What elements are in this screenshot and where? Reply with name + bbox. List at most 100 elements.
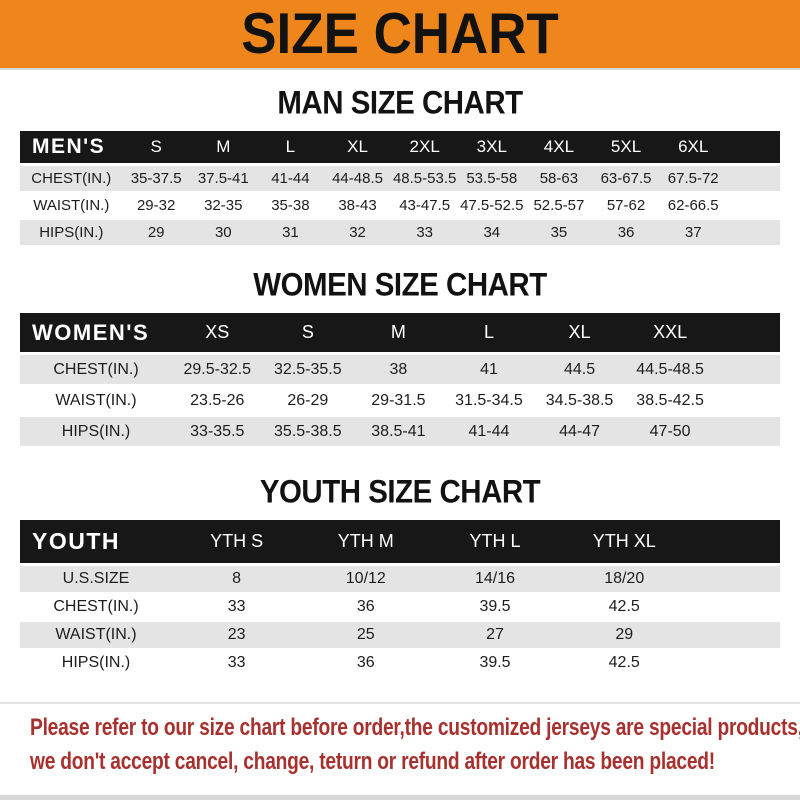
- size-value-cell: 37.5-41: [189, 166, 257, 193]
- size-value-cell: 42.5: [559, 594, 689, 622]
- row-label: U.S.SIZE: [20, 566, 172, 594]
- size-value-cell: 52.5-57: [525, 193, 593, 220]
- size-column-header: 5XL: [592, 131, 660, 166]
- size-value-cell: 26-29: [262, 386, 354, 417]
- size-value-cell: 23.5-26: [172, 386, 263, 417]
- size-value-cell: 38: [353, 355, 444, 386]
- size-value-cell: 43-47.5: [391, 193, 459, 220]
- size-chart-sections: MAN SIZE CHART MEN'S S M L XL 2XL 3XL 4XL 5XL 6XL…: [0, 84, 800, 678]
- size-value-cell: 8: [172, 566, 302, 594]
- size-value-cell: 33-35.5: [172, 417, 263, 448]
- size-column-header: 3XL: [458, 131, 526, 166]
- size-value-cell: 29: [559, 622, 689, 650]
- size-value-cell: 10/12: [301, 566, 431, 594]
- size-value-cell: 47.5-52.5: [458, 193, 526, 220]
- size-column-header: S: [262, 313, 354, 355]
- size-value-cell: 47-50: [624, 417, 716, 448]
- disclaimer-line-2: we don't accept cancel, change, teturn o…: [30, 748, 715, 775]
- header-filler: [726, 131, 780, 166]
- size-value-cell: 36: [301, 594, 431, 622]
- size-value-cell: 48.5-53.5: [391, 166, 459, 193]
- size-value-cell: 25: [301, 622, 431, 650]
- row-filler: [688, 594, 780, 622]
- size-value-cell: 35-38: [256, 193, 324, 220]
- table-header-row: WOMEN'S XS S M L XL XXL: [20, 313, 780, 355]
- disclaimer: Please refer to our size chart before or…: [0, 702, 800, 780]
- table-group-label: MEN'S: [20, 131, 123, 166]
- size-chart-section: MAN SIZE CHART MEN'S S M L XL 2XL 3XL 4XL 5XL 6XL…: [0, 84, 800, 247]
- size-value-cell: 53.5-58: [458, 166, 526, 193]
- size-value-cell: 44.5-48.5: [624, 355, 716, 386]
- size-value-cell: 58-63: [525, 166, 593, 193]
- banner-title: SIZE CHART: [241, 2, 559, 66]
- table-row: CHEST(IN.) 35-37.5 37.5-41 41-44 44-48.5 48.5…: [20, 166, 780, 193]
- header-filler: [688, 520, 780, 566]
- size-value-cell: 37: [659, 220, 727, 247]
- section-title: WOMEN SIZE CHART: [253, 266, 547, 303]
- size-value-cell: 35-37.5: [122, 166, 190, 193]
- row-filler: [688, 650, 780, 678]
- size-value-cell: 33: [172, 650, 302, 678]
- table-row: HIPS(IN.) 29 30 31 32 33 34 35 36 37: [20, 220, 780, 247]
- header-filler: [715, 313, 780, 355]
- table-header-row: YOUTH YTH S YTH M YTH L YTH XL: [20, 520, 780, 566]
- table-row: HIPS(IN.) 33-35.5 35.5-38.5 38.5-41 41-44 44-…: [20, 417, 780, 448]
- table-row: HIPS(IN.) 33 36 39.5 42.5: [20, 650, 780, 678]
- table-group-label: WOMEN'S: [20, 313, 172, 355]
- size-column-header: M: [353, 313, 444, 355]
- row-filler: [715, 417, 780, 448]
- size-column-header: YTH M: [301, 520, 431, 566]
- size-value-cell: 67.5-72: [659, 166, 727, 193]
- disclaimer-line-1: Please refer to our size chart before or…: [30, 714, 800, 741]
- row-filler: [688, 622, 780, 650]
- row-filler: [688, 566, 780, 594]
- size-column-header: 2XL: [391, 131, 459, 166]
- size-value-cell: 38.5-41: [353, 417, 444, 448]
- size-column-header: YTH L: [430, 520, 560, 566]
- size-value-cell: 34.5-38.5: [534, 386, 625, 417]
- row-label: HIPS(IN.): [20, 650, 172, 678]
- size-value-cell: 44-47: [534, 417, 625, 448]
- size-column-header: 6XL: [659, 131, 727, 166]
- size-value-cell: 44.5: [534, 355, 625, 386]
- size-value-cell: 29.5-32.5: [172, 355, 263, 386]
- size-value-cell: 31.5-34.5: [443, 386, 535, 417]
- table-row: U.S.SIZE 8 10/12 14/16 18/20: [20, 566, 780, 594]
- size-value-cell: 36: [592, 220, 660, 247]
- size-column-header: L: [443, 313, 535, 355]
- table-row: WAIST(IN.) 23 25 27 29: [20, 622, 780, 650]
- row-filler: [726, 220, 780, 247]
- size-value-cell: 36: [301, 650, 431, 678]
- table-row: CHEST(IN.) 33 36 39.5 42.5: [20, 594, 780, 622]
- size-table: WOMEN'S XS S M L XL XXL CHEST(IN.) 29.5-32.5 32.…: [20, 313, 780, 448]
- size-chart-section: YOUTH SIZE CHART YOUTH YTH S YTH M YTH L YTH…: [0, 473, 800, 678]
- size-value-cell: 38.5-42.5: [624, 386, 716, 417]
- size-chart-section: WOMEN SIZE CHART WOMEN'S XS S M L XL XXL CHEST…: [0, 266, 800, 448]
- size-value-cell: 39.5: [430, 594, 560, 622]
- size-value-cell: 41-44: [256, 166, 324, 193]
- size-value-cell: 31: [256, 220, 324, 247]
- size-column-header: YTH XL: [559, 520, 689, 566]
- size-value-cell: 57-62: [592, 193, 660, 220]
- size-value-cell: 39.5: [430, 650, 560, 678]
- size-value-cell: 41-44: [443, 417, 535, 448]
- row-label: HIPS(IN.): [20, 220, 123, 247]
- size-table: YOUTH YTH S YTH M YTH L YTH XL U.S.SIZE 8 10/1…: [20, 520, 780, 678]
- size-value-cell: 23: [172, 622, 302, 650]
- size-chart-banner: SIZE CHART: [0, 0, 800, 70]
- size-value-cell: 30: [189, 220, 257, 247]
- size-value-cell: 41: [443, 355, 535, 386]
- size-value-cell: 62-66.5: [659, 193, 727, 220]
- row-label: CHEST(IN.): [20, 166, 123, 193]
- table-group-label: YOUTH: [20, 520, 172, 566]
- row-filler: [726, 193, 780, 220]
- size-value-cell: 44-48.5: [323, 166, 392, 193]
- row-label: CHEST(IN.): [20, 594, 172, 622]
- bottom-strip: [0, 795, 800, 800]
- section-title: YOUTH SIZE CHART: [259, 473, 541, 510]
- size-column-header: L: [256, 131, 324, 166]
- size-value-cell: 18/20: [559, 566, 689, 594]
- size-column-header: YTH S: [172, 520, 302, 566]
- row-filler: [715, 386, 780, 417]
